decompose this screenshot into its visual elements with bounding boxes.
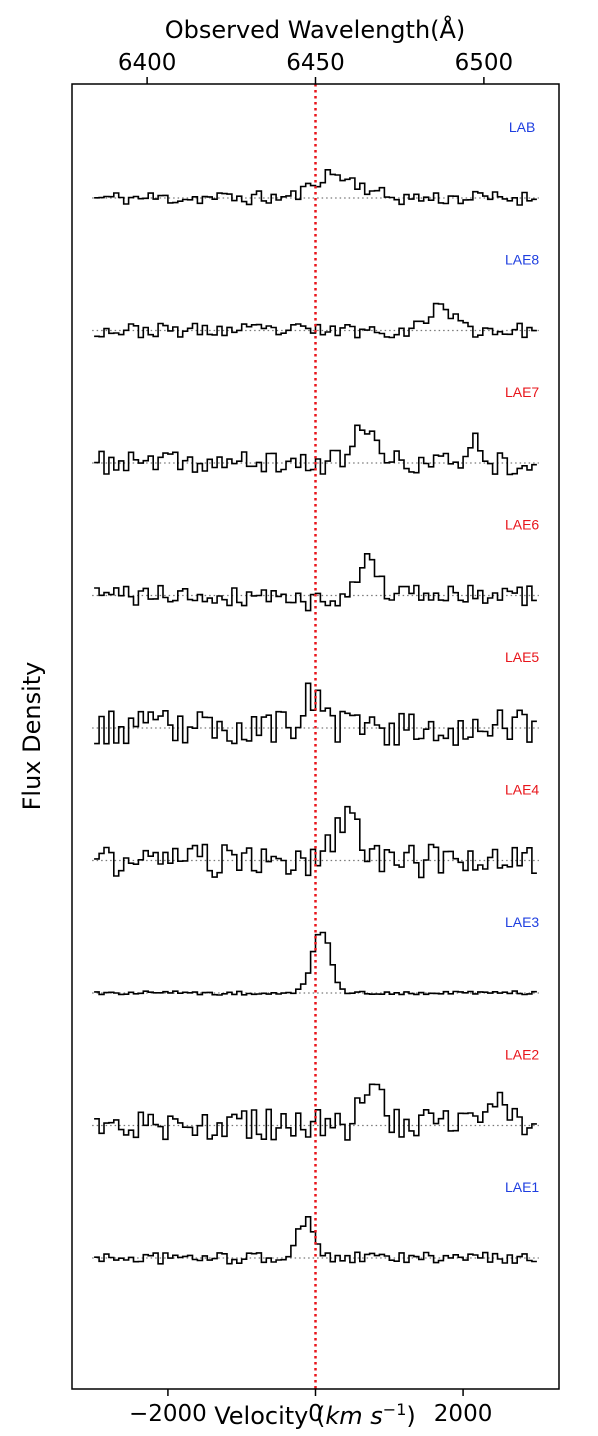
top-tick-label: 6500 xyxy=(455,50,514,76)
series-label: LAE4 xyxy=(505,782,539,798)
spectrum-lae2: LAE2 xyxy=(92,1047,539,1141)
spectrum-lae5: LAE5 xyxy=(92,649,539,746)
x-tick-label: −2000 xyxy=(129,1401,207,1427)
series-label: LAB xyxy=(509,119,535,135)
flux-steps xyxy=(94,1216,537,1265)
x-tick-label: 0 xyxy=(308,1401,323,1427)
series-label: LAE7 xyxy=(505,384,539,400)
top-tick-label: 6450 xyxy=(286,50,345,76)
series-label: LAE8 xyxy=(505,252,539,268)
axes: −2000 0 2000 6400 6450 6500 xyxy=(118,50,513,1427)
y-axis-title: Flux Density xyxy=(18,662,46,811)
plot-frame xyxy=(71,83,560,1390)
top-tick-label: 6400 xyxy=(118,50,177,76)
series-label: LAE2 xyxy=(505,1047,539,1063)
spectrum-lae1: LAE1 xyxy=(92,1179,539,1265)
plot-area: LAB LAE8 LAE7 LAE6 LAE5 LAE4 LAE3 LAE2 LAE1 xyxy=(92,84,539,1389)
series-label: LAE5 xyxy=(505,649,539,665)
flux-steps xyxy=(94,302,537,339)
spectrum-lae8: LAE8 xyxy=(92,252,539,339)
series-label: LAE1 xyxy=(505,1179,539,1195)
top-axis-title: Observed Wavelength(Å) xyxy=(165,15,466,44)
spectrum-lae4: LAE4 xyxy=(92,782,539,879)
series-label: LAE3 xyxy=(505,914,539,930)
flux-steps xyxy=(94,805,537,879)
x-axis-title: Velocity (km s−1) xyxy=(214,1400,416,1430)
series-label: LAE6 xyxy=(505,517,539,533)
flux-steps xyxy=(94,682,537,746)
x-tick-label: 2000 xyxy=(434,1401,493,1427)
flux-steps xyxy=(94,1083,537,1141)
spectrum-lae7: LAE7 xyxy=(92,384,539,476)
spectrum-lae3: LAE3 xyxy=(92,914,539,996)
flux-steps xyxy=(94,931,537,996)
flux-steps xyxy=(94,424,537,476)
